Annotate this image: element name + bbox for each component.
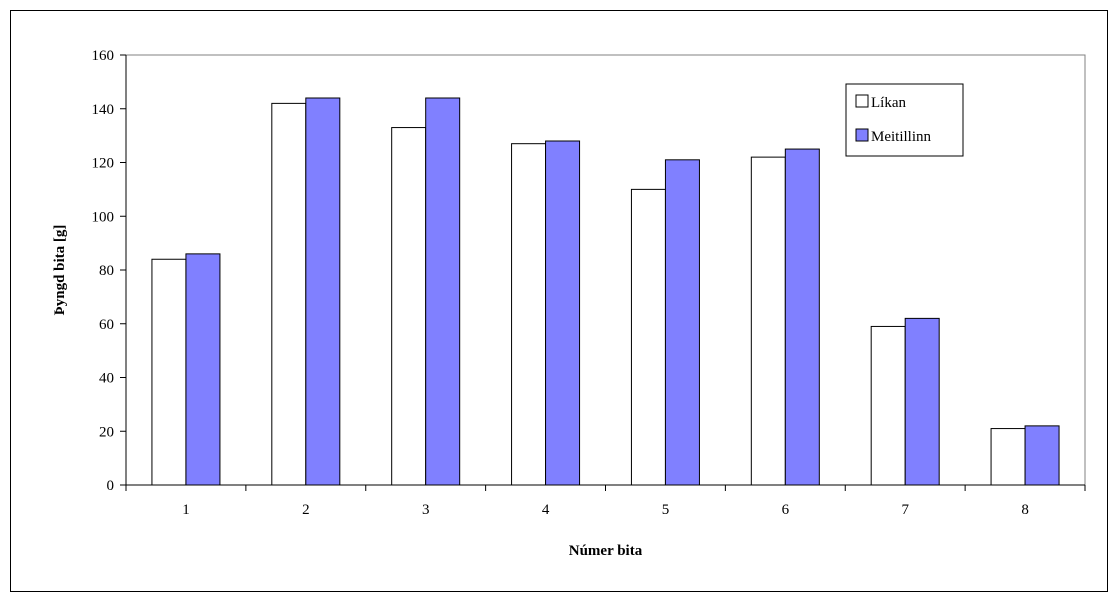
legend-swatch: [855, 128, 869, 142]
y-tick-label: 100: [92, 209, 115, 225]
bar-meitillinn-3: [425, 97, 461, 486]
bar-meitillinn-7: [904, 317, 940, 486]
x-tick-label: 1: [182, 502, 190, 518]
bar-likan-1: [151, 258, 187, 486]
bar-meitillinn-4: [545, 140, 581, 486]
x-tick-label: 3: [422, 502, 430, 518]
bar-likan-5: [630, 188, 666, 486]
legend-label: Líkan: [871, 95, 906, 111]
bar-likan-2: [271, 102, 307, 486]
y-tick-label: 80: [99, 263, 114, 279]
bar-meitillinn-1: [185, 253, 221, 486]
y-tick-label: 20: [99, 424, 114, 440]
bar-likan-4: [511, 143, 547, 486]
legend: Líkan Meitillinn: [845, 83, 964, 157]
bar-meitillinn-2: [305, 97, 341, 486]
y-tick-label: 140: [92, 102, 115, 118]
y-tick-label: 0: [107, 478, 115, 494]
bar-meitillinn-5: [664, 159, 700, 486]
bar-likan-3: [391, 127, 427, 486]
x-tick-label: 6: [782, 502, 790, 518]
legend-swatch: [855, 94, 869, 108]
x-tick-label: 4: [542, 502, 550, 518]
bar-meitillinn-6: [784, 148, 820, 486]
bar-meitillinn-8: [1024, 425, 1060, 486]
legend-label: Meitillinn: [871, 129, 932, 145]
bar-likan-6: [750, 156, 786, 486]
bars: [151, 97, 1060, 486]
x-axis-title: Númer bita: [569, 543, 643, 559]
y-axis: 0 20 40 60 80 100 120 140 160: [92, 48, 127, 494]
y-tick-label: 120: [92, 156, 115, 172]
x-tick-label: 5: [662, 502, 670, 518]
x-tick-label: 2: [302, 502, 310, 518]
x-tick-label: 7: [901, 502, 909, 518]
y-tick-label: 60: [99, 317, 114, 333]
x-axis: 1 2 3 4 5 6 7 8: [125, 484, 1086, 518]
x-tick-label: 8: [1021, 502, 1029, 518]
y-tick-label: 40: [99, 371, 114, 387]
bar-likan-7: [870, 325, 906, 486]
y-tick-label: 160: [92, 48, 115, 64]
y-axis-title: Þyngd bita [g]: [52, 225, 68, 316]
bar-likan-8: [990, 428, 1026, 486]
